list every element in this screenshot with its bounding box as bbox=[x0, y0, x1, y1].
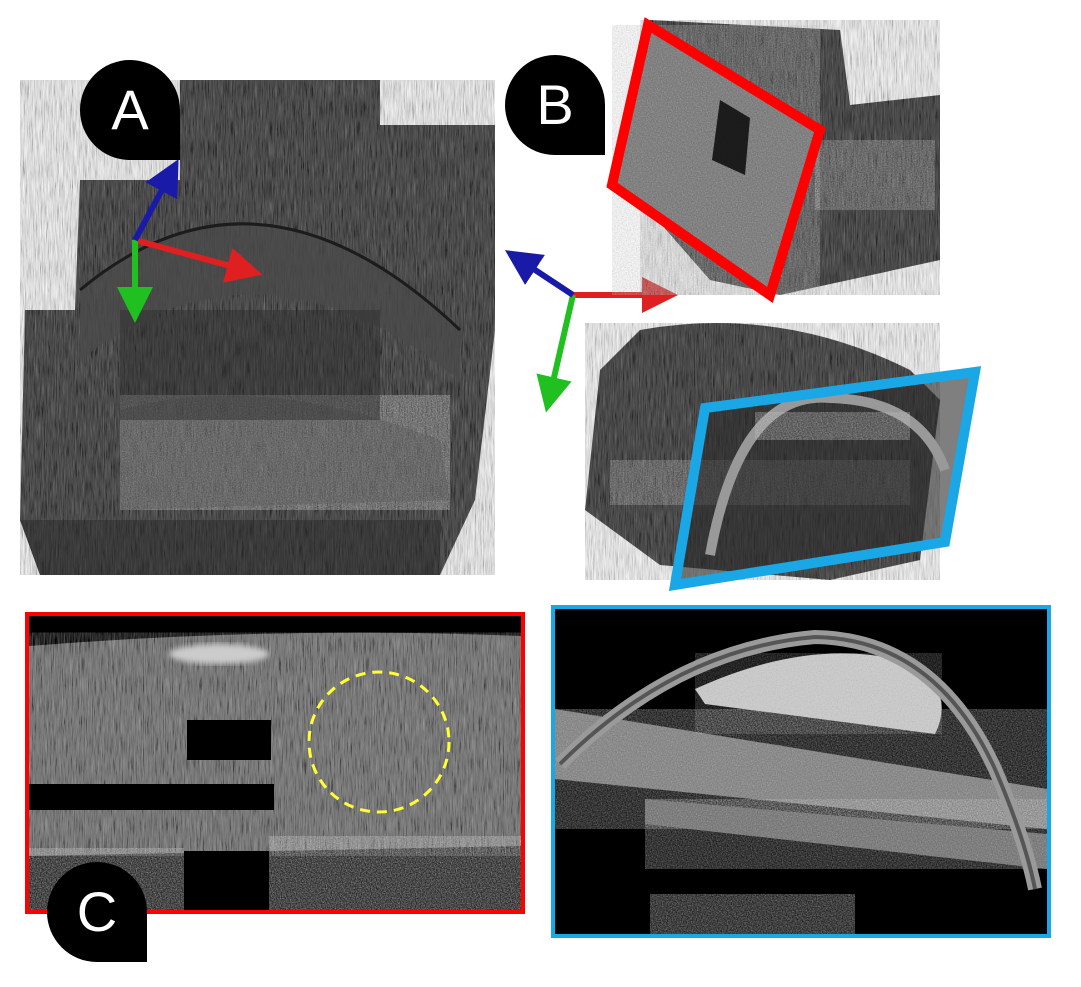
panel-c-red-slice bbox=[25, 612, 525, 914]
panel-b-top-render bbox=[600, 10, 950, 310]
axis-triad-a bbox=[117, 159, 263, 323]
volume-render-b-bottom bbox=[585, 323, 982, 592]
label-badge-b: B bbox=[505, 55, 605, 155]
red-slice-frame bbox=[606, 17, 826, 304]
badge-shape bbox=[47, 862, 147, 962]
z-axis-arrow bbox=[504, 250, 575, 298]
volume-render-a bbox=[20, 80, 495, 575]
badge-text-a: A bbox=[111, 78, 149, 141]
panel-c-blue-slice bbox=[551, 605, 1051, 938]
panel-a-volume-render bbox=[20, 80, 500, 580]
y-axis-arrow bbox=[536, 294, 576, 413]
blue-slice-frame bbox=[668, 366, 982, 592]
label-badge-c: C bbox=[47, 862, 147, 962]
badge-text-c: C bbox=[76, 880, 118, 943]
blue-slice-image bbox=[555, 609, 1047, 934]
volume-render-b-top bbox=[606, 17, 940, 304]
label-badge-a: A bbox=[80, 60, 180, 160]
red-slice-image bbox=[29, 616, 521, 910]
axis-triad-center bbox=[500, 245, 680, 415]
badge-text-b: B bbox=[536, 73, 574, 136]
panel-b-bottom-render bbox=[580, 310, 990, 600]
highlight-circle bbox=[307, 670, 451, 814]
badge-shape bbox=[80, 60, 180, 160]
badge-shape bbox=[505, 55, 605, 155]
